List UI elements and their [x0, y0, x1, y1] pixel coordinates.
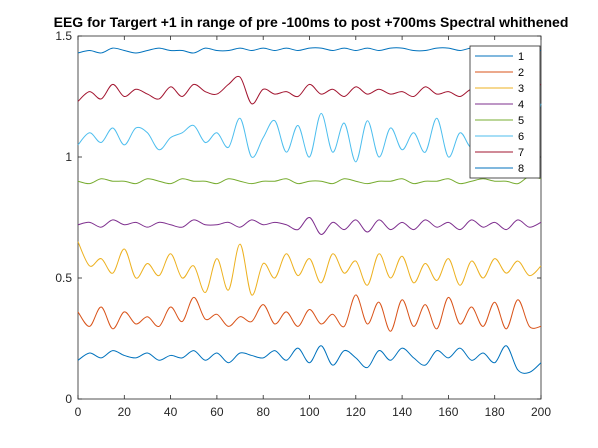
legend-label-5: 5 — [518, 115, 524, 127]
x-tick-label: 40 — [164, 405, 178, 419]
legend-label-7: 7 — [518, 147, 524, 159]
x-tick-label: 180 — [485, 405, 505, 419]
series-line-6 — [77, 103, 542, 168]
x-tick-label: 120 — [346, 405, 366, 419]
series-line-2 — [77, 294, 542, 332]
x-tick-label: 100 — [299, 405, 319, 419]
legend-box — [469, 45, 541, 179]
x-tick-label: 80 — [257, 405, 271, 419]
legend-label-3: 3 — [518, 83, 524, 95]
x-tick-label: 20 — [118, 405, 132, 419]
y-tick-label: 0.5 — [55, 271, 72, 285]
series-line-8 — [77, 47, 542, 54]
x-tick-label: 160 — [438, 405, 458, 419]
x-tick-label: 140 — [392, 405, 412, 419]
legend-label-1: 1 — [518, 51, 524, 63]
series-line-7 — [77, 75, 542, 105]
chart-title: EEG for Targert +1 in range of pre -100m… — [54, 14, 569, 30]
y-tick-label: 0 — [65, 392, 72, 406]
y-tick-label: 1 — [65, 150, 72, 164]
legend-label-2: 2 — [518, 67, 524, 79]
x-axis: 0 20 40 60 80 100 120 140 160 180 200 — [75, 36, 551, 419]
legend-label-4: 4 — [518, 99, 524, 111]
series-line-3 — [77, 241, 542, 296]
x-tick-label: 200 — [531, 405, 551, 419]
series-line-4 — [77, 217, 542, 235]
series-layer — [77, 47, 542, 374]
y-axis: 0 0.5 1 1.5 — [55, 29, 541, 406]
series-line-5 — [77, 175, 542, 185]
series-line-1 — [77, 345, 542, 374]
legend: 1 2 3 4 5 6 7 8 — [469, 45, 541, 179]
x-tick-label: 60 — [210, 405, 224, 419]
legend-label-6: 6 — [518, 131, 524, 143]
y-tick-label: 1.5 — [55, 29, 72, 43]
legend-label-8: 8 — [518, 163, 524, 175]
x-tick-label: 0 — [75, 405, 82, 419]
